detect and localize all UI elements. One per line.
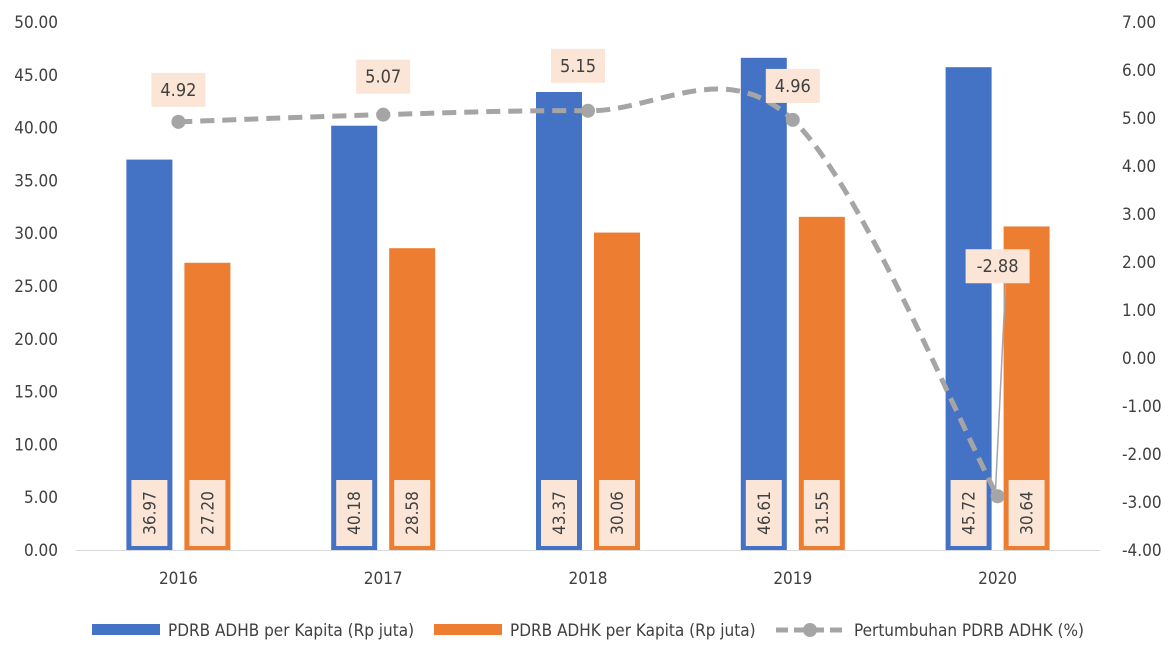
y-right-tick-label: 2.00	[1122, 253, 1156, 273]
bar-value-label: 28.58	[403, 491, 423, 535]
y-left-tick-label: 20.00	[14, 330, 58, 350]
y-left-tick-label: 10.00	[14, 435, 58, 455]
legend-label: PDRB ADHK per Kapita (Rp juta)	[510, 621, 756, 641]
bar-value-label: 30.06	[608, 491, 628, 535]
y-left-tick-label: 40.00	[14, 119, 58, 139]
y-right-tick-label: -3.00	[1122, 493, 1162, 513]
line-point	[171, 114, 186, 129]
bar-label-box	[803, 480, 840, 546]
bar-label-box	[131, 480, 168, 546]
bar	[945, 67, 992, 550]
y-right-tick-label: 5.00	[1122, 109, 1156, 129]
bar	[331, 125, 378, 550]
bar	[740, 57, 787, 550]
bar-label-box	[394, 480, 431, 546]
line-value-label: 5.07	[365, 67, 401, 88]
y-left-tick-label: 25.00	[14, 277, 58, 297]
y-right-tick-label: 6.00	[1122, 61, 1156, 81]
bar-label-box	[950, 480, 987, 546]
bar-value-label: 36.97	[140, 491, 160, 535]
line-value-label: 5.15	[560, 56, 596, 77]
plot-area: 0.00 5.00 10.00 15.00 20.00 25.00 30.00 35.00 40…	[14, 13, 1161, 589]
bar-value-label: 45.72	[960, 491, 980, 535]
legend-swatch	[434, 624, 502, 635]
y-right-tick-label: 1.00	[1122, 301, 1156, 321]
y-right-tick-label: 3.00	[1122, 205, 1156, 225]
y-left-tick-label: 0.00	[24, 541, 58, 561]
line-label-box	[765, 68, 820, 103]
legend-label: Pertumbuhan PDRB ADHK (%)	[854, 621, 1084, 641]
bar-label-box	[745, 480, 782, 546]
x-tick-label: 2018	[569, 569, 608, 589]
y-right-tick-label: -1.00	[1122, 397, 1162, 417]
y-right-tick-label: -2.00	[1122, 445, 1162, 465]
legend: PDRB ADHB per Kapita (Rp juta) PDRB ADHK …	[92, 621, 1084, 641]
bar	[536, 92, 582, 550]
line-label-box	[151, 72, 206, 107]
line-label-box	[965, 249, 1030, 284]
y-right-tick-label: -4.00	[1122, 541, 1162, 561]
legend-marker	[803, 623, 817, 637]
bar-value-label: 43.37	[550, 491, 570, 535]
label-leader-line	[994, 283, 1007, 489]
line-series	[178, 86, 1000, 498]
y-right-tick-label: 7.00	[1122, 13, 1156, 33]
bar-label-box	[1008, 480, 1045, 546]
x-tick-label: 2019	[773, 569, 812, 589]
line-point	[376, 107, 391, 122]
bar-label-box	[189, 480, 226, 546]
line-point	[581, 103, 595, 118]
legend-swatch	[92, 624, 160, 635]
y-left-tick-label: 5.00	[24, 488, 58, 508]
bar-label-box	[336, 480, 373, 546]
x-tick-label: 2017	[364, 569, 403, 589]
bar-value-label: 27.20	[198, 491, 218, 535]
y-left-tick-label: 50.00	[14, 13, 58, 33]
x-tick-label: 2016	[159, 569, 198, 589]
line-value-label: -2.88	[977, 256, 1019, 277]
line-label-box	[551, 48, 605, 83]
y-right-tick-label: 0.00	[1122, 349, 1156, 369]
y-right-tick-label: 4.00	[1122, 157, 1156, 177]
bar-label-box	[541, 480, 577, 546]
bar-value-label: 40.18	[345, 491, 365, 535]
line-value-label: 4.92	[160, 80, 196, 101]
bar-value-label: 46.61	[755, 491, 775, 535]
line-value-label: 4.96	[775, 76, 811, 97]
line-point	[785, 112, 800, 127]
x-tick-label: 2020	[978, 569, 1017, 589]
bar-label-box	[599, 480, 635, 546]
line-label-box	[356, 59, 411, 94]
y-left-tick-label: 30.00	[14, 224, 58, 244]
bar-value-label: 30.64	[1018, 491, 1038, 535]
legend-label: PDRB ADHB per Kapita (Rp juta)	[168, 621, 414, 641]
bar-value-label: 31.55	[813, 491, 833, 535]
line-point	[990, 489, 1005, 504]
y-left-tick-label: 45.00	[14, 66, 58, 86]
y-left-tick-label: 15.00	[14, 383, 58, 403]
y-left-tick-label: 35.00	[14, 171, 58, 191]
